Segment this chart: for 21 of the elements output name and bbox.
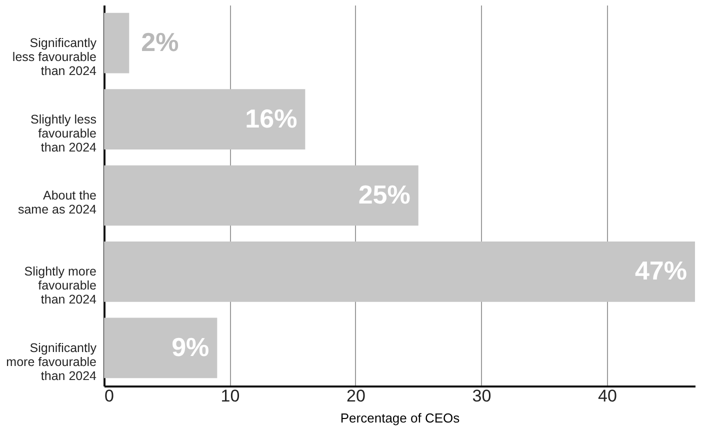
- y-tick-label: Slightly more favourable than 2024: [24, 264, 97, 307]
- x-tick-label: 0: [104, 386, 114, 406]
- x-tick-label: 20: [346, 386, 366, 406]
- y-tick-label: About the same as 2024: [18, 188, 97, 216]
- bar: [104, 12, 130, 74]
- x-tick-label: 40: [598, 386, 617, 406]
- data-label: 47%: [634, 256, 687, 286]
- y-tick-label: Slightly less favourable than 2024: [30, 112, 97, 154]
- data-label: 25%: [358, 180, 410, 210]
- y-tick-label: Significantly less favourable than 2024: [12, 36, 98, 78]
- x-axis-title: Percentage of CEOs: [340, 410, 460, 426]
- bar: [104, 165, 418, 226]
- data-label: 2%: [141, 27, 179, 58]
- y-tick-label: Significantly more favourable than 2024: [6, 340, 98, 383]
- x-tick-label: 30: [472, 386, 492, 406]
- bar: [104, 89, 306, 150]
- data-label: 16%: [245, 103, 298, 134]
- bar: [104, 318, 218, 378]
- bar: [104, 242, 695, 302]
- data-label: 9%: [172, 332, 210, 362]
- x-tick-label: 10: [220, 386, 240, 406]
